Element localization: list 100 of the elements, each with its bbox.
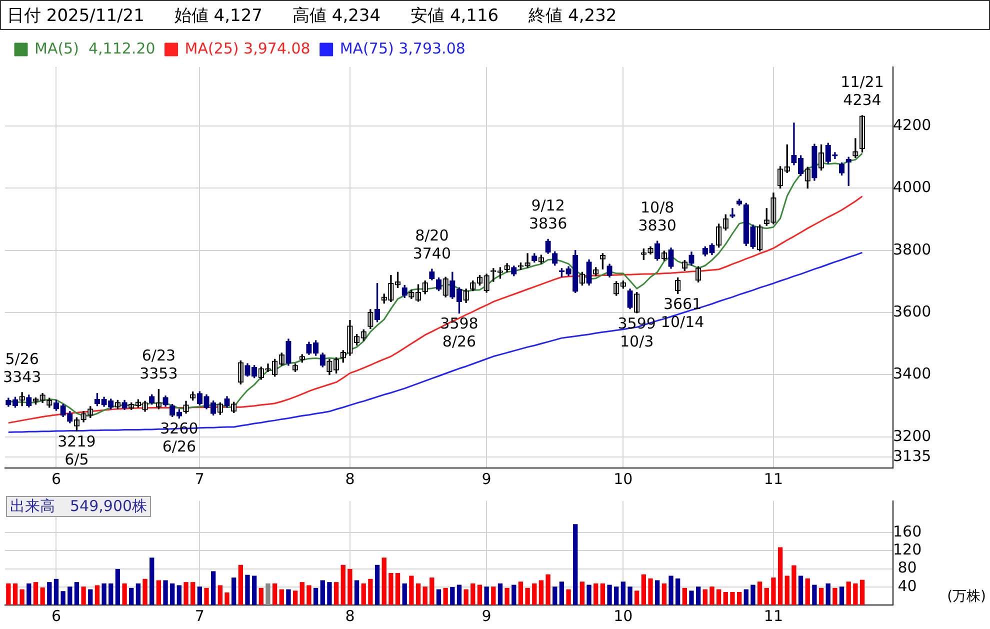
bar bbox=[313, 588, 318, 605]
annotation: 3661 10/14 bbox=[660, 295, 704, 331]
bar bbox=[764, 588, 769, 605]
y-tick-label: 3200 bbox=[892, 426, 932, 445]
bar bbox=[60, 591, 66, 605]
bar bbox=[81, 586, 86, 605]
bar bbox=[272, 583, 278, 605]
bar bbox=[6, 583, 11, 605]
y-tick-label: 4000 bbox=[892, 178, 932, 196]
bar bbox=[224, 592, 230, 605]
x-tick-label: 10 bbox=[614, 470, 633, 488]
bar bbox=[258, 588, 264, 605]
bar bbox=[320, 580, 325, 605]
bar bbox=[142, 578, 148, 605]
x-tick-label: 11 bbox=[764, 470, 784, 488]
bar bbox=[839, 586, 844, 605]
bar bbox=[648, 578, 653, 605]
bar bbox=[286, 589, 291, 605]
x-tick-label: 6 bbox=[51, 470, 62, 488]
bar bbox=[634, 590, 640, 605]
bar bbox=[190, 582, 196, 605]
x-tick-label: 7 bbox=[194, 606, 204, 625]
bar bbox=[388, 573, 394, 605]
bar bbox=[750, 584, 756, 605]
bar bbox=[115, 568, 120, 605]
bar bbox=[580, 582, 585, 605]
bar bbox=[68, 586, 72, 605]
bar bbox=[402, 583, 407, 605]
bar bbox=[682, 588, 687, 605]
bar bbox=[594, 583, 598, 605]
bar bbox=[348, 568, 352, 605]
bar bbox=[860, 580, 865, 605]
bar bbox=[518, 582, 524, 605]
bar bbox=[382, 558, 386, 605]
bar bbox=[136, 583, 141, 605]
legend-label: MA(25) 3,974.08 bbox=[184, 39, 310, 58]
legend-label: MA(75) 3,793.08 bbox=[340, 39, 466, 58]
bar bbox=[498, 583, 503, 605]
bar bbox=[416, 583, 421, 605]
bar bbox=[655, 580, 660, 605]
bar bbox=[470, 583, 476, 605]
bar bbox=[292, 590, 298, 605]
bar bbox=[607, 584, 612, 605]
bar bbox=[300, 582, 304, 605]
bar bbox=[245, 574, 250, 605]
bar bbox=[232, 578, 236, 605]
bar bbox=[102, 583, 106, 605]
bar bbox=[306, 585, 312, 605]
bar bbox=[832, 588, 838, 605]
bar bbox=[484, 586, 489, 605]
x-tick-label: 10 bbox=[614, 606, 633, 625]
bar bbox=[812, 584, 817, 605]
annotation: 5/26 3343 bbox=[2, 350, 42, 386]
bar bbox=[532, 583, 537, 605]
y-tick-label: 3135 bbox=[892, 447, 932, 466]
y-tick-label: 3800 bbox=[892, 240, 932, 258]
y-tick-label: 3600 bbox=[892, 302, 932, 320]
annotation: 11/21 4234 bbox=[840, 72, 884, 109]
bar bbox=[374, 564, 380, 605]
bar bbox=[784, 576, 790, 605]
bar bbox=[771, 578, 776, 605]
y-tick-label: 40 bbox=[898, 576, 917, 595]
bar bbox=[668, 576, 674, 605]
bar bbox=[504, 588, 510, 605]
bar bbox=[430, 578, 434, 605]
bar bbox=[546, 574, 550, 605]
bar bbox=[436, 589, 442, 605]
bar bbox=[327, 582, 332, 605]
bar bbox=[853, 583, 858, 605]
bar bbox=[600, 583, 606, 605]
bar bbox=[676, 578, 680, 605]
bar bbox=[238, 564, 243, 605]
bar bbox=[74, 582, 80, 605]
annotation: 8/20 3740 bbox=[412, 226, 452, 262]
bar bbox=[552, 586, 558, 605]
bar bbox=[176, 585, 182, 605]
bar bbox=[184, 582, 188, 605]
y-tick-label: 120 bbox=[892, 540, 922, 559]
x-tick-label: 7 bbox=[194, 470, 204, 488]
bar bbox=[456, 584, 462, 605]
bar bbox=[525, 588, 530, 605]
x-tick-label: 8 bbox=[345, 606, 355, 625]
annotation: 3219 6/5 bbox=[58, 432, 96, 468]
bar bbox=[792, 565, 796, 605]
bar bbox=[54, 578, 59, 605]
y-tick-label: 4200 bbox=[892, 116, 932, 134]
bar bbox=[512, 584, 516, 605]
text: 終値 4,232 bbox=[528, 6, 617, 26]
bar bbox=[279, 589, 284, 605]
bar bbox=[826, 583, 830, 605]
y-tick-label: 80 bbox=[898, 558, 917, 577]
bar bbox=[122, 583, 127, 605]
bar bbox=[40, 587, 45, 605]
bar bbox=[477, 584, 482, 605]
bar bbox=[170, 583, 175, 605]
y-tick-label: 160 bbox=[892, 522, 922, 541]
bar bbox=[163, 580, 168, 605]
bar bbox=[689, 590, 694, 605]
bar bbox=[662, 583, 666, 605]
bar bbox=[150, 558, 154, 605]
